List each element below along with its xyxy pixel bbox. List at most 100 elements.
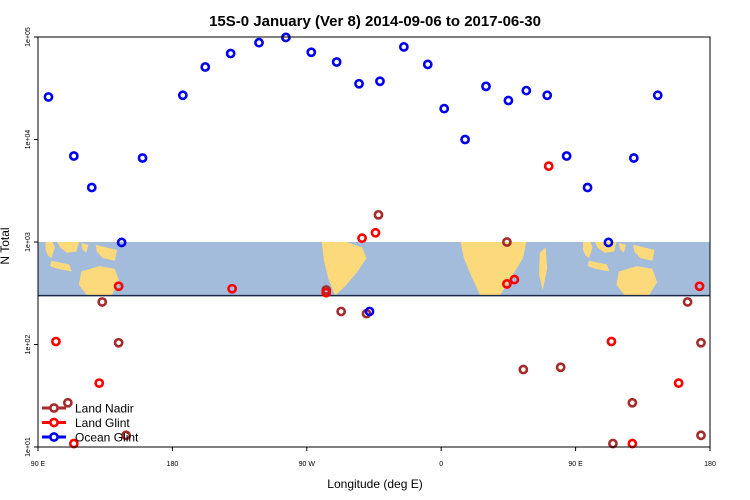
land-nadir-point: [336, 306, 347, 317]
land-australia-east: [616, 266, 658, 296]
land-nadir-point: [627, 397, 638, 408]
land-nadir-point: [502, 237, 512, 247]
ocean-glint-point: [331, 57, 342, 67]
ocean-glint-point: [375, 76, 385, 87]
land-nadir-point: [373, 209, 384, 220]
legend-item-ocean-glint: Ocean Glint: [42, 431, 139, 445]
legend-label: Land Nadir: [75, 402, 134, 416]
ocean-glint-point: [364, 306, 375, 317]
ocean-glint-point: [225, 48, 236, 59]
ocean-glint-point: [439, 103, 450, 114]
y-tick-label: 1e+01: [25, 437, 32, 457]
legend-marker: [49, 432, 59, 442]
land-glint-point: [627, 438, 638, 449]
x-tick-label: 90 E: [31, 461, 46, 468]
land-nadir-point: [62, 397, 73, 408]
land-nadir-point: [121, 430, 132, 441]
ocean-glint-point: [306, 47, 317, 58]
land-glint-point: [673, 378, 684, 389]
land-nadir-point: [113, 337, 124, 348]
plot-frame: [37, 36, 711, 448]
ocean-glint-point: [652, 90, 663, 101]
series-land-glint: [51, 161, 705, 449]
land-glint-point: [51, 336, 61, 347]
land-madagascar: [539, 247, 548, 291]
land-glint-point: [227, 283, 238, 294]
ocean-glint-point: [521, 85, 532, 96]
chart-title: 15S-0 January (Ver 8) 2014-09-06 to 2017…: [209, 13, 541, 30]
map-land: [45, 242, 658, 296]
legend-item-land-glint: Land Glint: [42, 416, 130, 430]
ocean-glint-point: [137, 153, 148, 163]
land-glint-point: [370, 227, 381, 238]
land-java-west: [50, 260, 72, 272]
ocean-glint-point: [503, 95, 514, 106]
ocean-glint-point: [354, 78, 364, 89]
ocean-glint-point: [542, 90, 553, 101]
y-tick-label: 1e+05: [25, 27, 32, 47]
land-nadir-point: [608, 438, 618, 449]
land-nadir-point: [97, 297, 108, 307]
land-nadir-point: [682, 297, 693, 307]
x-tick-label: 0: [439, 461, 443, 468]
ocean-glint-point: [116, 237, 127, 248]
land-nadir-point: [555, 362, 566, 373]
legend-marker: [49, 417, 59, 428]
y-tick-label: 1e+03: [25, 232, 32, 252]
legend-label: Land Glint: [75, 416, 130, 430]
land-glint-point: [543, 161, 554, 172]
ocean-glint-point: [561, 151, 572, 161]
land-newguinea-west: [95, 244, 118, 261]
land-south-america: [321, 242, 367, 296]
land-borneo-west: [57, 242, 79, 253]
y-tick-label: 1e+02: [25, 335, 32, 355]
legend-label: Ocean Glint: [75, 431, 139, 445]
ocean-glint-point: [398, 42, 409, 52]
land-australia-west: [78, 266, 120, 296]
land-glint-point: [502, 279, 512, 289]
y-axis: 1e+01 1e+02 1e+03 1e+04 1e+05: [25, 27, 38, 457]
ocean-glint-point: [481, 81, 491, 92]
ocean-glint-point: [43, 92, 54, 102]
land-glint-point: [94, 378, 105, 389]
land-newguinea-east: [633, 244, 655, 261]
land-nadir-point: [696, 337, 706, 348]
land-sulawesi-east: [618, 243, 627, 253]
y-axis-label: N Total: [0, 227, 12, 264]
y-tick-label: 1e+04: [25, 130, 32, 150]
land-glint-point: [357, 233, 367, 244]
x-tick-label: 180: [704, 461, 716, 468]
land-sulawesi-west: [81, 243, 89, 253]
ocean-glint-point: [628, 153, 639, 163]
x-tick-label: 90 W: [299, 461, 316, 468]
ocean-glint-point: [68, 151, 79, 161]
land-nadir-point: [518, 364, 529, 375]
ocean-glint-point: [200, 62, 211, 72]
legend-marker: [49, 403, 59, 413]
land-glint-point: [694, 281, 705, 292]
x-tick-label: 90 E: [568, 461, 583, 468]
map-band: [38, 242, 710, 297]
land-sumatra-east: [583, 242, 593, 259]
ocean-glint-point: [177, 90, 188, 101]
ocean-glint-point: [603, 237, 614, 248]
land-africa: [460, 242, 527, 296]
land-java-east: [587, 260, 610, 272]
land-glint-point: [606, 336, 617, 347]
series-ocean-glint: [43, 32, 663, 317]
x-axis-label: Longitude (deg E): [327, 477, 422, 491]
land-nadir-point: [696, 430, 706, 441]
x-axis: 90 E 180 90 W 0 90 E 180: [31, 447, 716, 468]
land-glint-point: [321, 287, 332, 298]
land-sumatra-west: [45, 242, 55, 259]
ocean-glint-point: [422, 59, 433, 70]
ocean-glint-point: [460, 134, 470, 145]
ocean-glint-point: [254, 37, 264, 48]
ocean-glint-point: [582, 182, 593, 193]
ocean-glint-point: [86, 182, 97, 193]
x-tick-label: 180: [167, 461, 179, 468]
land-glint-point: [113, 281, 124, 292]
data-points: [43, 32, 706, 449]
